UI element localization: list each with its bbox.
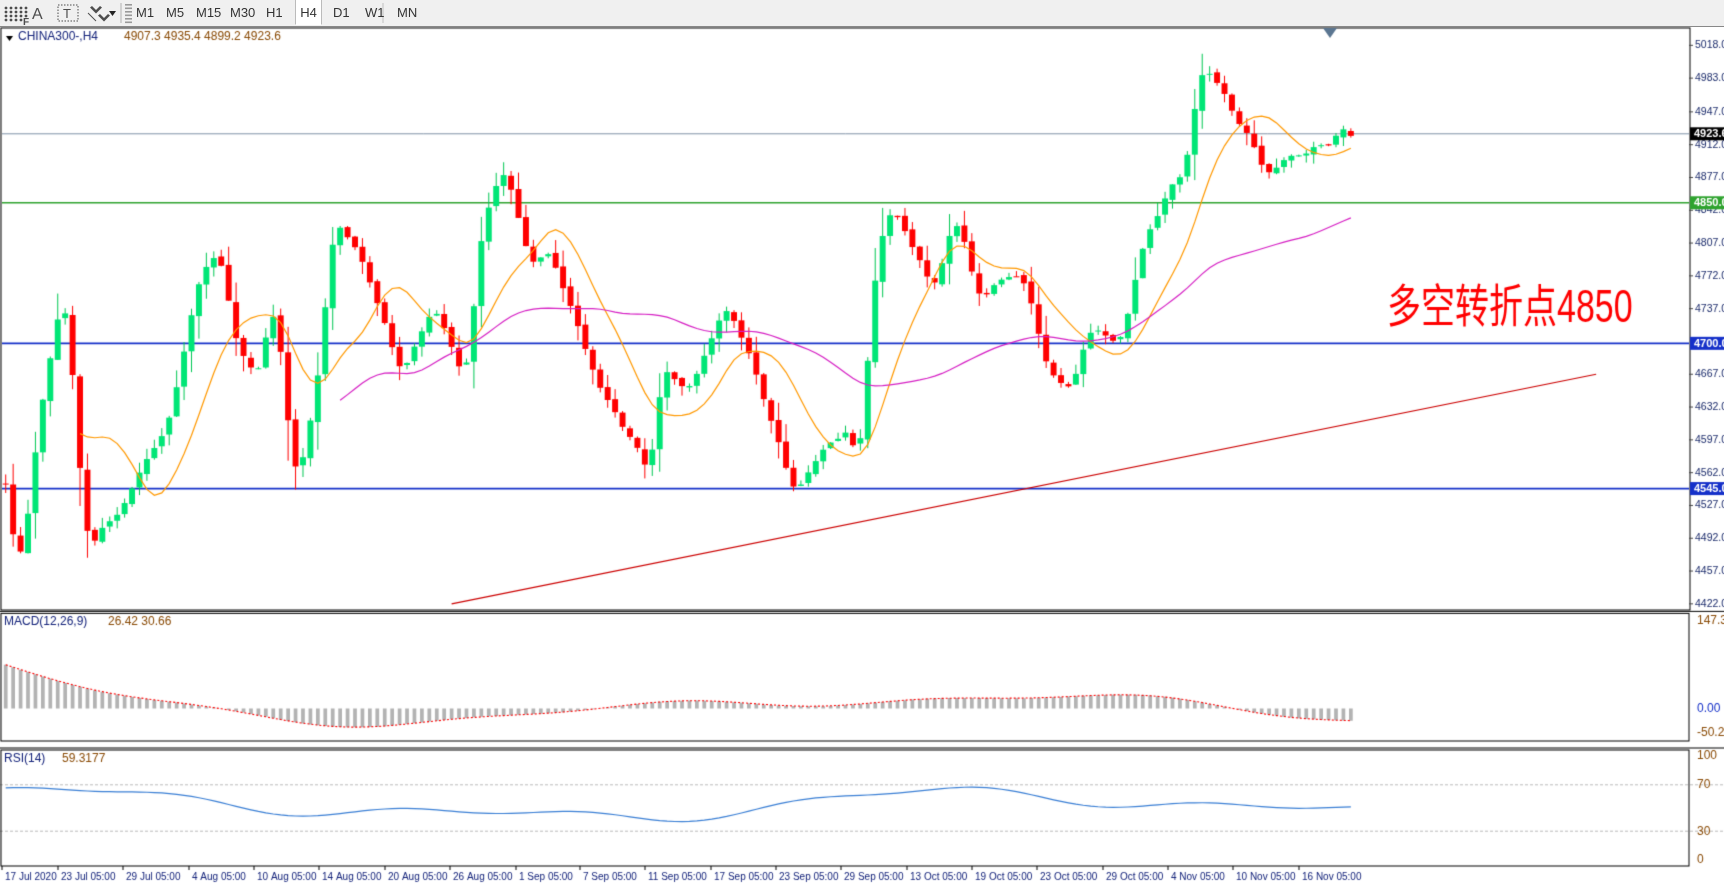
- svg-text:T: T: [63, 6, 71, 21]
- svg-text:A: A: [32, 6, 43, 23]
- svg-text:F: F: [23, 17, 29, 26]
